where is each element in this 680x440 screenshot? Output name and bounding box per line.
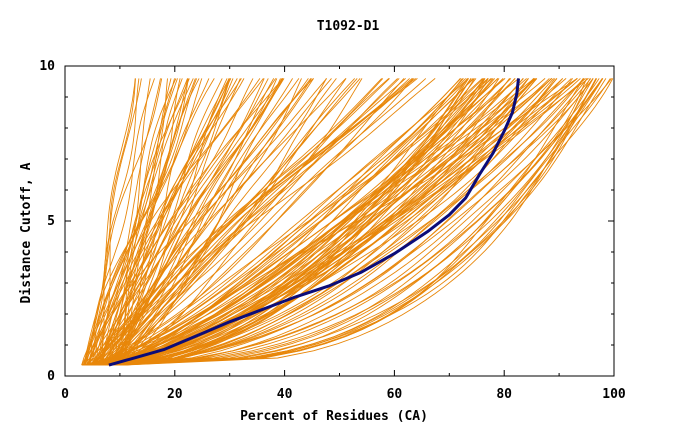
model-curve bbox=[109, 78, 384, 366]
model-curve bbox=[91, 78, 410, 366]
model-curve bbox=[110, 78, 228, 366]
model-curve bbox=[107, 78, 611, 366]
model-curve bbox=[100, 78, 312, 366]
model-curve bbox=[91, 78, 300, 366]
model-curve bbox=[81, 78, 198, 366]
model-curve bbox=[82, 78, 594, 366]
model-curve bbox=[104, 78, 464, 366]
model-curve bbox=[124, 78, 558, 366]
model-curve bbox=[108, 78, 278, 366]
model-curve bbox=[117, 78, 489, 366]
model-curve bbox=[121, 78, 520, 366]
model-curve bbox=[85, 78, 463, 366]
model-curve bbox=[83, 78, 504, 366]
model-curve bbox=[105, 78, 328, 366]
x-tick-label: 100 bbox=[602, 387, 626, 402]
model-curve bbox=[90, 78, 524, 366]
model-curve bbox=[86, 78, 142, 366]
model-curve bbox=[115, 78, 281, 366]
model-curve bbox=[118, 78, 363, 366]
axis-ticks: 0 20 40 60 80 100 0 5 10 bbox=[39, 59, 626, 402]
model-curve bbox=[112, 78, 578, 366]
model-curve bbox=[119, 78, 604, 366]
model-curve bbox=[116, 78, 529, 366]
model-curve bbox=[123, 78, 500, 366]
model-curve bbox=[89, 78, 462, 366]
model-curve bbox=[83, 78, 163, 366]
model-lines bbox=[81, 78, 614, 366]
y-tick-label: 10 bbox=[39, 59, 55, 74]
model-curve bbox=[84, 78, 594, 366]
model-curve bbox=[82, 78, 600, 366]
model-curve bbox=[121, 78, 486, 366]
model-curve bbox=[107, 78, 574, 366]
model-curve bbox=[117, 78, 405, 366]
model-curve bbox=[99, 78, 223, 366]
model-curve bbox=[115, 78, 210, 366]
x-tick-label: 20 bbox=[167, 387, 183, 402]
model-curve bbox=[93, 78, 597, 366]
model-curve bbox=[110, 78, 231, 366]
model-curve bbox=[81, 78, 314, 366]
model-curve bbox=[107, 78, 564, 366]
x-tick-label: 0 bbox=[61, 387, 69, 402]
chart-title: T1092-D1 bbox=[317, 19, 380, 34]
model-curve bbox=[116, 78, 230, 366]
model-curve bbox=[92, 78, 516, 366]
x-tick-label: 80 bbox=[496, 387, 512, 402]
model-curve bbox=[117, 78, 181, 366]
model-curve bbox=[122, 78, 337, 366]
model-curve bbox=[109, 78, 347, 366]
model-curve bbox=[87, 78, 477, 366]
model-curve bbox=[101, 78, 242, 366]
model-curve bbox=[101, 78, 161, 366]
y-tick-label: 0 bbox=[47, 369, 55, 384]
x-tick-label: 40 bbox=[277, 387, 293, 402]
model-curve bbox=[114, 78, 584, 366]
model-curve bbox=[90, 78, 155, 366]
y-tick-label: 5 bbox=[47, 214, 55, 229]
model-curve bbox=[122, 78, 588, 366]
model-curve bbox=[94, 78, 418, 366]
model-curve bbox=[95, 78, 475, 366]
x-tick-label: 60 bbox=[387, 387, 403, 402]
model-curve bbox=[108, 78, 613, 366]
y-axis-label: Distance Cutoff, A bbox=[19, 162, 34, 303]
model-curve bbox=[91, 78, 475, 366]
model-curve bbox=[84, 78, 284, 366]
model-curve bbox=[97, 78, 178, 366]
model-curve bbox=[119, 78, 510, 366]
highlight-curve bbox=[108, 78, 520, 367]
model-curve bbox=[93, 78, 200, 366]
model-curve bbox=[91, 78, 516, 366]
model-curve bbox=[87, 78, 190, 366]
highlight-series bbox=[108, 78, 520, 367]
model-curve bbox=[90, 78, 591, 366]
model-curve bbox=[98, 78, 585, 366]
x-axis-label: Percent of Residues (CA) bbox=[240, 409, 428, 424]
model-curve bbox=[91, 78, 553, 366]
model-curve bbox=[100, 78, 538, 366]
model-curve bbox=[111, 78, 406, 366]
model-curve bbox=[107, 78, 347, 366]
model-curve bbox=[113, 78, 269, 366]
model-curve bbox=[113, 78, 241, 366]
model-curve bbox=[111, 78, 427, 366]
model-curve bbox=[85, 78, 486, 366]
model-curve bbox=[92, 78, 493, 366]
model-curve bbox=[108, 78, 183, 366]
model-curve bbox=[110, 78, 603, 366]
model-curve bbox=[107, 78, 383, 366]
model-curve bbox=[113, 78, 168, 366]
